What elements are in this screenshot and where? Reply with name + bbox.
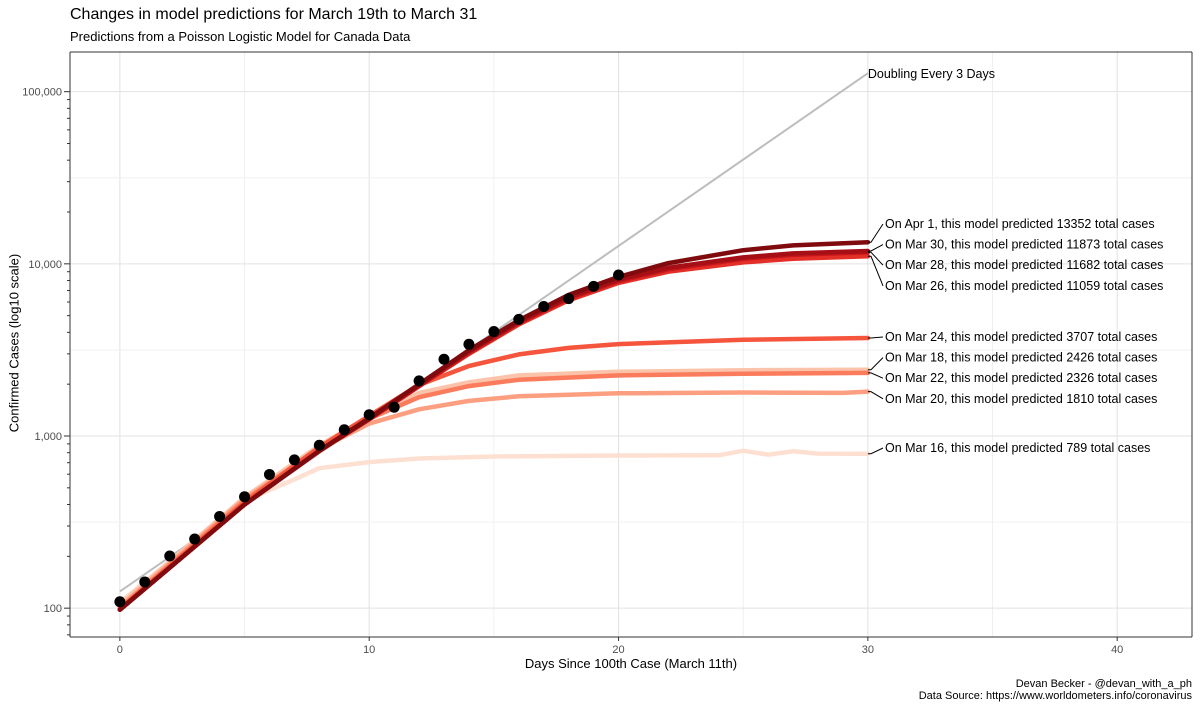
series-label: On Mar 16, this model predicted 789 tota… bbox=[885, 441, 1150, 455]
x-axis-label: Days Since 100th Case (March 11th) bbox=[524, 656, 738, 671]
series-line-4 bbox=[117, 335, 871, 612]
observed-point bbox=[139, 576, 151, 588]
series-label: On Apr 1, this model predicted 13352 tot… bbox=[885, 217, 1155, 231]
observed-point bbox=[613, 269, 625, 281]
label-leader bbox=[867, 357, 884, 371]
label-leader bbox=[867, 336, 884, 339]
observed-point bbox=[288, 454, 300, 466]
caption-author: Devan Becker - @devan_with_a_ph bbox=[1015, 678, 1192, 690]
label-leader bbox=[867, 244, 884, 252]
series-label: On Mar 22, this model predicted 2326 tot… bbox=[885, 371, 1157, 385]
chart-caption: Devan Becker - @devan_with_a_ph Data Sou… bbox=[919, 678, 1192, 702]
observed-point bbox=[488, 326, 500, 338]
observed-point bbox=[563, 293, 575, 305]
chart-title: Changes in model predictions for March 1… bbox=[70, 6, 478, 23]
observed-point bbox=[313, 439, 325, 451]
observed-point bbox=[338, 424, 350, 436]
observed-point bbox=[463, 338, 475, 350]
observed-point bbox=[114, 596, 126, 608]
observed-point bbox=[588, 280, 600, 292]
y-tick-label: 100,000 bbox=[22, 87, 62, 99]
series-label: On Mar 30, this model predicted 11873 to… bbox=[885, 238, 1163, 252]
label-leader bbox=[867, 447, 884, 455]
observed-points bbox=[114, 269, 625, 608]
observed-point bbox=[189, 533, 201, 545]
series-layer bbox=[117, 72, 871, 612]
doubling-label: Doubling Every 3 Days bbox=[868, 67, 995, 81]
y-tick-label: 1,000 bbox=[34, 431, 62, 443]
label-leader bbox=[867, 255, 884, 286]
observed-point bbox=[438, 353, 450, 365]
series-label: On Mar 20, this model predicted 1810 tot… bbox=[885, 392, 1157, 406]
x-tick-label: 10 bbox=[363, 644, 375, 656]
series-label: On Mar 24, this model predicted 3707 tot… bbox=[885, 330, 1157, 344]
series-label: On Mar 26, this model predicted 11059 to… bbox=[885, 279, 1163, 293]
observed-point bbox=[214, 510, 226, 522]
axes: 100 1,000 10,000 100,000 0 10 20 30 40 bbox=[22, 51, 1193, 656]
observed-point bbox=[538, 300, 550, 312]
x-tick-label: 30 bbox=[862, 644, 874, 656]
label-leader bbox=[867, 391, 884, 400]
series-line-0 bbox=[117, 448, 871, 605]
observed-point bbox=[239, 491, 251, 503]
observed-point bbox=[413, 375, 425, 387]
label-leader bbox=[867, 251, 884, 266]
series-label: On Mar 18, this model predicted 2426 tot… bbox=[885, 351, 1157, 365]
chart-subtitle: Predictions from a Poisson Logistic Mode… bbox=[70, 29, 411, 44]
y-tick-label: 100 bbox=[44, 603, 62, 615]
series-labels: Doubling Every 3 Days On Apr 1, this mode… bbox=[867, 67, 1163, 455]
observed-point bbox=[388, 401, 400, 413]
x-tick-label: 0 bbox=[117, 644, 123, 656]
x-tick-label: 40 bbox=[1111, 644, 1123, 656]
grid-lines bbox=[70, 52, 1192, 637]
observed-point bbox=[363, 409, 375, 421]
observed-point bbox=[513, 313, 525, 325]
label-leader bbox=[867, 372, 884, 379]
observed-point bbox=[263, 468, 275, 480]
caption-source: Data Source: https://www.worldometers.in… bbox=[918, 690, 1192, 702]
label-leader bbox=[867, 223, 884, 243]
x-tick-label: 20 bbox=[612, 644, 624, 656]
series-label: On Mar 28, this model predicted 11682 to… bbox=[885, 258, 1163, 272]
y-tick-label: 10,000 bbox=[28, 259, 62, 271]
observed-point bbox=[164, 550, 176, 562]
